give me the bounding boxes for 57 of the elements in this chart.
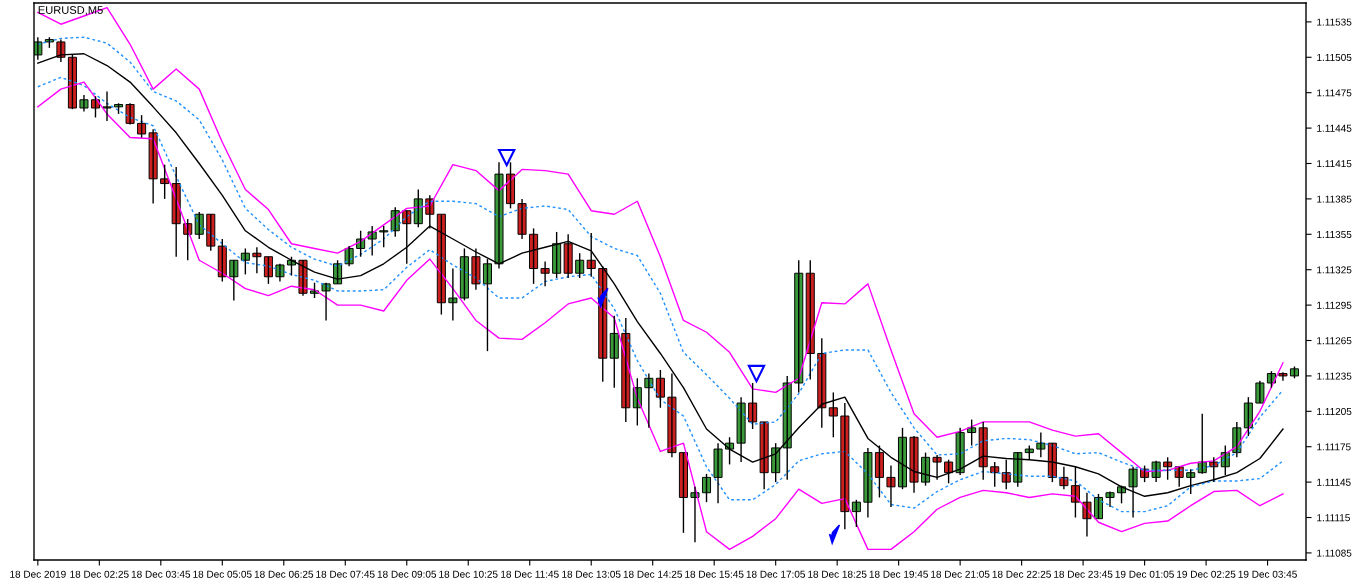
y-tick-label: 1.11445 [1317,124,1352,132]
candlestick [713,442,723,505]
x-tick-label: 19 Dec 02:25 [1177,570,1236,578]
x-tick-label: 18 Dec 19:45 [869,570,928,578]
candlestick [137,114,147,139]
x-tick-label: 18 Dec 14:25 [623,570,683,578]
x-tick-label: 18 Dec 18:25 [808,570,867,578]
x-tick-label: 18 Dec 07:45 [316,570,375,578]
y-tick-label: 1.11175 [1317,443,1351,451]
candlestick [321,281,331,322]
candlestick [932,454,942,481]
x-tick-label: 18 Dec 22:25 [992,570,1051,578]
y-tick-label: 1.11385 [1317,195,1352,203]
y-tick-label: 1.11415 [1317,160,1352,168]
chart-title: EURUSD,M5 [38,6,103,16]
x-tick-label: 18 Dec 13:05 [562,570,621,578]
candlestick [379,225,389,248]
y-tick-label: 1.11115 [1317,514,1350,522]
y-tick-label: 1.11505 [1317,53,1352,62]
y-tick-label: 1.11085 [1317,549,1352,557]
candlestick [448,267,458,322]
y-tick-label: 1.11475 [1317,89,1352,97]
y-tick-label: 1.11265 [1317,337,1352,345]
candlestick [482,258,492,352]
x-tick-label: 18 Dec 10:25 [439,570,498,578]
x-tick-label: 19 Dec 01:05 [1115,570,1174,578]
y-tick-label: 1.11355 [1317,230,1352,239]
candlestick [828,391,838,438]
candlestick [1255,379,1265,404]
x-tick-label: 18 Dec 11:45 [501,570,559,578]
y-tick-label: 1.11295 [1317,301,1352,309]
candlestick [1278,371,1288,382]
y-tick-label: 1.11235 [1317,372,1352,380]
x-tick-label: 18 Dec 05:05 [193,570,252,578]
y-tick-label: 1.11145 [1317,478,1351,486]
x-tick-label: 18 Dec 06:25 [254,570,314,578]
x-tick-label: 18 Dec 17:05 [746,570,806,578]
x-tick-label: 18 Dec 2019 [10,570,66,578]
candlestick [102,90,112,122]
x-tick-label: 18 Dec 23:45 [1054,570,1113,578]
y-tick-label: 1.11205 [1317,407,1352,416]
candlestick [1105,490,1115,508]
candlestick [575,252,585,279]
candlestick [1036,431,1046,459]
x-tick-label: 18 Dec 15:45 [685,570,744,578]
y-tick-label: 1.11535 [1317,18,1352,26]
x-tick-label: 18 Dec 21:05 [931,570,990,578]
candlestick [540,260,550,287]
candlestick [1163,456,1173,481]
y-tick-label: 1.11325 [1317,266,1352,274]
candlestick [748,382,758,430]
x-tick-label: 18 Dec 09:05 [377,570,437,578]
candlestick [79,94,89,113]
x-tick-label: 18 Dec 03:45 [131,570,191,578]
x-tick-label: 19 Dec 03:45 [1238,570,1297,578]
x-tick-label: 18 Dec 02:25 [70,570,129,578]
candlestick [563,233,573,279]
